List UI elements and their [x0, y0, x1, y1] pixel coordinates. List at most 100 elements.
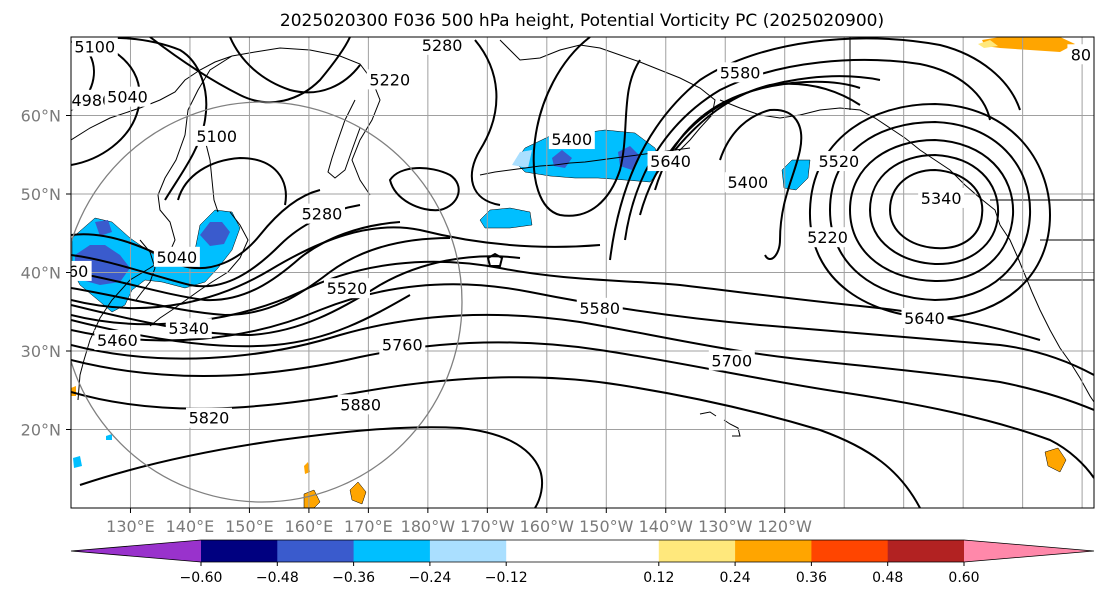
colorbar: −0.60 −0.48 −0.36 −0.24 −0.12 0.12 0.24 0.36 0.4…: [70, 539, 1095, 586]
contour-label: 5640: [650, 152, 691, 171]
y-tick-label: 50°N: [21, 185, 61, 204]
y-tick-label: 20°N: [21, 421, 61, 440]
contour-label: 5400: [551, 130, 592, 149]
contour-label-bg: [193, 125, 240, 146]
contour-label: 5640: [904, 309, 945, 328]
contour-label: 4980: [71, 91, 112, 110]
colorbar-segment: [353, 540, 431, 562]
colorbar-segment: [582, 540, 660, 562]
contour-label: 5040: [107, 88, 148, 107]
x-tick-label: 150°E: [225, 517, 274, 536]
height-contour-5160: [71, 221, 401, 302]
colorbar-tick-label: 0.36: [796, 570, 827, 586]
contour-label-bg: [337, 394, 384, 415]
height-contour-5160-north: [229, 37, 361, 94]
contour-label-bg: [647, 151, 694, 172]
contour-label: 5220: [807, 228, 848, 247]
coastlines: [71, 37, 1094, 437]
x-tick-label: 160°E: [285, 517, 334, 536]
height-contour-5760: [71, 341, 1094, 479]
contour-label: 5280: [422, 36, 463, 55]
contour-label: 5760: [382, 336, 423, 355]
colorbar-tick-label: 0.48: [872, 570, 903, 586]
contour-label: 5100: [74, 37, 115, 56]
contour-label: 5040: [157, 248, 198, 267]
colorbar-segment: [811, 540, 889, 562]
contour-label: 60: [68, 262, 88, 281]
pv-region-japan-core-2: [200, 222, 230, 246]
contour-label-bg: [804, 227, 851, 248]
pv-region-aleutian-light: [512, 150, 532, 168]
pv-positive-arctic-light: [978, 40, 998, 48]
height-contour-5340-japan: [71, 255, 521, 337]
contour-label-bg: [71, 260, 92, 281]
coast-hawaii: [699, 411, 741, 437]
x-tick-label: 170°E: [344, 517, 393, 536]
colorbar-segment: [735, 540, 812, 562]
contour-label-bg: [323, 278, 370, 299]
colorbar-tick-label: −0.12: [485, 570, 528, 586]
colorbar-extend-max: [964, 540, 1094, 562]
height-contour-5580: [609, 37, 1021, 261]
contour-label-bg: [815, 151, 862, 172]
colorbar-segment: [201, 540, 278, 562]
x-tick-label: 120°W: [758, 517, 813, 536]
contour-label-bg: [94, 330, 141, 351]
pv-negative-trop-1: [73, 456, 82, 468]
contour-label-bg: [918, 187, 965, 208]
height-contour-low-5220: [888, 168, 984, 250]
contour-label-bg: [71, 89, 115, 110]
contour-label-bg: [379, 334, 426, 355]
contour-label-bg: [901, 308, 948, 329]
x-tick-label: 180°W: [401, 517, 456, 536]
colorbar-tick-label: −0.48: [256, 570, 299, 586]
contour-label-bg: [1067, 44, 1094, 65]
height-contour-5280: [532, 37, 641, 217]
contour-label: 5520: [818, 152, 859, 171]
contour-label-bg: [724, 172, 771, 193]
x-tick-label: 130°W: [698, 517, 753, 536]
colorbar-segment: [887, 540, 965, 562]
height-contour-5220: [470, 39, 501, 206]
coast-alaska: [499, 39, 1001, 226]
x-tick-label: 160°W: [520, 517, 575, 536]
range-ring: [71, 101, 463, 503]
y-tick-label: 30°N: [21, 342, 61, 361]
contour-label-bg: [153, 246, 200, 267]
height-contour-5040-japan: [71, 189, 321, 270]
colorbar-segment: [429, 540, 507, 562]
height-contour-low-5400: [828, 120, 1032, 302]
y-tick-label: 40°N: [21, 264, 61, 283]
height-contour-5100: [71, 37, 208, 201]
height-contours: [71, 37, 1094, 508]
colorbar-segment: [506, 540, 583, 562]
pv-region-japan-core-3: [95, 220, 112, 236]
contour-label: 5400: [727, 173, 768, 192]
colorbar-extend-min: [71, 540, 201, 562]
contour-label-bg: [576, 297, 623, 318]
contour-label: 5580: [720, 63, 761, 82]
height-contour-5640: [719, 108, 803, 260]
height-contour-5580-mid: [71, 260, 1041, 341]
colorbar-segment: [277, 540, 355, 562]
y-tick-label: 60°N: [21, 107, 61, 126]
contour-label-bg: [104, 86, 151, 107]
height-contour-low-5340: [848, 138, 1015, 283]
pv-positive-trop-1: [349, 481, 367, 505]
contour-label: 5520: [327, 279, 368, 298]
coast-sakhalin: [204, 139, 219, 213]
height-contour-5280-small: [388, 167, 460, 212]
height-contour-low-5460: [808, 102, 1052, 320]
height-contour-dip: [177, 156, 287, 206]
colorbar-tick-label: −0.36: [332, 570, 375, 586]
x-tick-label: 140°E: [166, 517, 215, 536]
contour-label: 5700: [711, 351, 752, 370]
chart-title: 2025020300 F036 500 hPa height, Potentia…: [280, 11, 884, 31]
contour-label-bg: [419, 37, 466, 55]
height-contour-5220-japan: [71, 237, 451, 317]
contour-label: 5100: [196, 127, 237, 146]
pv-region-mid: [479, 207, 533, 229]
